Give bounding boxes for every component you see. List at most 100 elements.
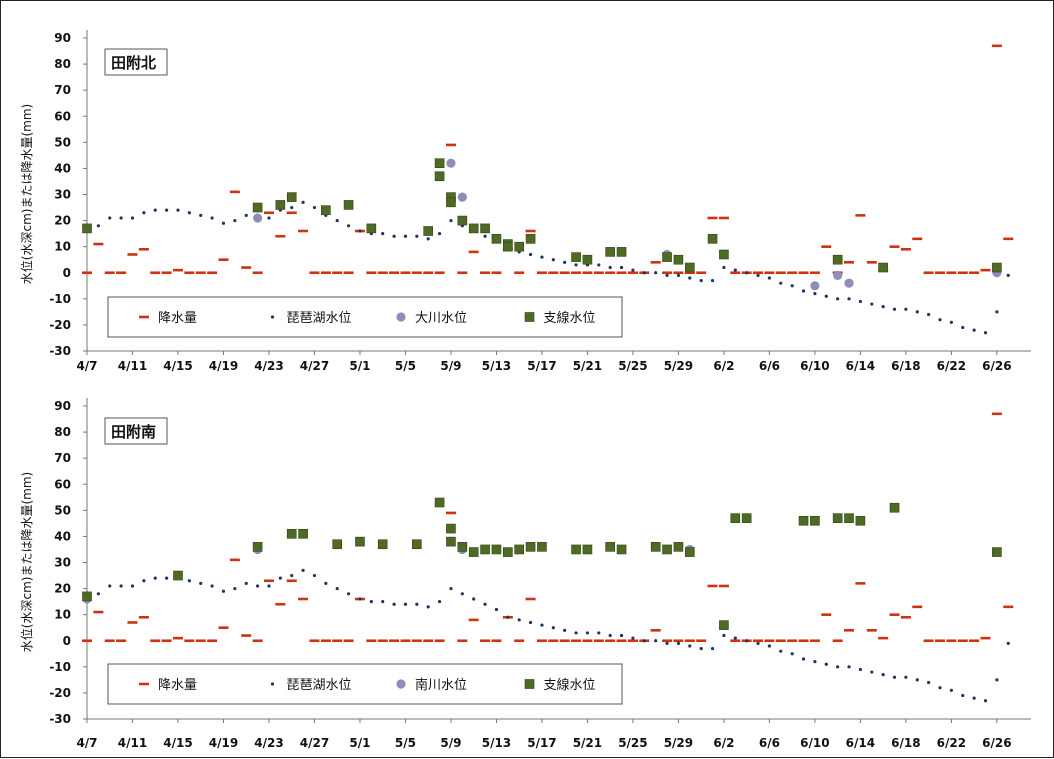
chart1-legend-marker-1: [139, 315, 149, 319]
chart1-series2-point: [153, 208, 157, 212]
chart1-series2-point: [961, 325, 965, 330]
chart1-series1-point: [593, 271, 604, 275]
chart1-series2-point: [801, 289, 806, 293]
chart1-series1-point: [309, 271, 320, 275]
chart2-series1-point: [923, 639, 934, 643]
chart1-series1-point: [93, 242, 104, 246]
chart2-series2-point: [801, 657, 806, 661]
chart1-series1-point: [104, 271, 115, 275]
chart1-series4-point: [571, 252, 581, 262]
chart1-legend-marker-2: [270, 315, 275, 319]
chart2-x-tick-label: 5/9: [440, 736, 461, 750]
chart2-x-tick-label: 5/5: [395, 736, 416, 750]
chart2-x-tick-label: 5/1: [349, 736, 370, 750]
chart2-series4-point: [741, 513, 752, 523]
chart1-series2-point: [597, 263, 601, 267]
chart2-series2-point: [574, 631, 578, 635]
chart2-series4-point: [446, 536, 456, 547]
chart2-series2-point: [983, 699, 988, 703]
chart2-series2-point: [961, 693, 965, 698]
chart1-series1-point: [320, 271, 331, 275]
chart2-series2-point: [551, 626, 555, 630]
chart2-series1-point: [548, 639, 559, 643]
chart2-series2-point: [335, 586, 339, 591]
chart1-series1-point: [332, 271, 343, 275]
chart2-series2-point: [631, 636, 635, 640]
chart2-series1-point: [275, 602, 286, 606]
chart1-series1-point: [229, 190, 240, 194]
chart1-series2-point: [836, 297, 840, 301]
chart2-legend-label-2: 琵琶湖水位: [287, 678, 352, 693]
chart1-series1-point: [116, 271, 127, 275]
chart2-series4-point: [434, 497, 445, 508]
chart2-legend-marker-1: [139, 682, 149, 686]
chart2-series1-point: [491, 639, 502, 643]
chart2-series1-point: [980, 636, 991, 640]
chart2-series4-point: [332, 539, 343, 550]
chart1-series2-point: [892, 307, 897, 311]
chart2-x-tick-label: 6/6: [759, 736, 780, 750]
chart2-x-tick-label: 6/14: [846, 736, 875, 750]
chart2-title: 田附南: [111, 423, 156, 441]
chart2-series1-point: [298, 597, 309, 601]
chart2-series1-point: [957, 639, 968, 643]
chart2-series1-point: [184, 639, 195, 643]
chart1-x-tick-label: 6/14: [846, 359, 875, 373]
chart2-series1-point: [1003, 605, 1014, 609]
chart1-series2-point: [619, 265, 624, 270]
chart2-series1-point: [434, 639, 445, 643]
chart2-series1-point: [582, 639, 593, 643]
chart2-series2-point: [836, 665, 840, 669]
chart2-series2-point: [915, 678, 919, 682]
chart2-y-tick-label: 20: [54, 582, 71, 596]
chart1-series1-point: [184, 271, 195, 275]
chart1-legend-label-2: 琵琶湖水位: [287, 311, 352, 326]
chart1-series1-point: [900, 247, 911, 251]
chart1-series3-point: [833, 270, 843, 280]
chart2-series1-point: [229, 558, 240, 562]
chart1-series1-point: [218, 258, 229, 262]
chart2-series1-point: [878, 636, 889, 640]
chart1-legend-label-3: 大川水位: [415, 311, 467, 326]
chart2-series2-point: [972, 696, 976, 700]
chart1-series2-point: [551, 258, 555, 262]
chart2-series2-point: [324, 581, 328, 585]
chart1-series4-point: [992, 262, 1002, 273]
chart1-x-tick-label: 6/26: [982, 359, 1011, 373]
chart1-series2-point: [733, 268, 737, 272]
chart2-series1-point: [946, 639, 957, 643]
chart2-legend-label-4: 支線水位: [544, 677, 596, 693]
chart2-series1-point: [389, 639, 400, 643]
chart2-x-tick-label: 4/27: [300, 736, 329, 750]
chart2-series1-point: [912, 605, 923, 609]
chart1-y-axis-label: 水位(水深cm)または降水量(mm): [19, 104, 34, 284]
chart1-y-tick-label: 50: [54, 135, 71, 149]
chart2-y-tick-label: 10: [54, 608, 71, 622]
chart2-series2-point: [472, 597, 476, 601]
chart2-x-tick-label: 4/15: [163, 736, 192, 750]
chart2-series2-point: [824, 662, 828, 666]
chart2-x-tick-label: 4/23: [254, 736, 283, 750]
chart2-legend-marker-2: [270, 682, 275, 686]
chart1-series1-point: [912, 237, 923, 241]
chart2-series1-point: [116, 639, 127, 643]
chart2-series1-point: [127, 621, 138, 624]
chart2-series2-point: [119, 584, 123, 588]
chart1-series1-point: [514, 271, 525, 275]
chart1-x-tick-label: 6/2: [713, 359, 734, 373]
chart2-series1-point: [366, 639, 377, 643]
chart1-series2-point: [983, 331, 988, 335]
chart2-series1-point: [423, 639, 434, 643]
chart2-series1-point: [309, 639, 320, 643]
chart1-y-tick-label: 60: [54, 109, 71, 123]
chart1-series1-point: [389, 271, 400, 275]
chart1-series2-point: [108, 216, 112, 220]
chart1-series2-point: [221, 221, 226, 225]
chart1-x-tick-label: 4/7: [76, 359, 97, 373]
chart2-series2-point: [130, 584, 135, 588]
chart2-series1-point: [150, 639, 161, 643]
chart1-series1-point: [627, 271, 638, 275]
chart2-series1-point: [730, 639, 741, 643]
chart2-series4-point: [468, 547, 479, 557]
chart2-series2-point: [483, 602, 487, 606]
